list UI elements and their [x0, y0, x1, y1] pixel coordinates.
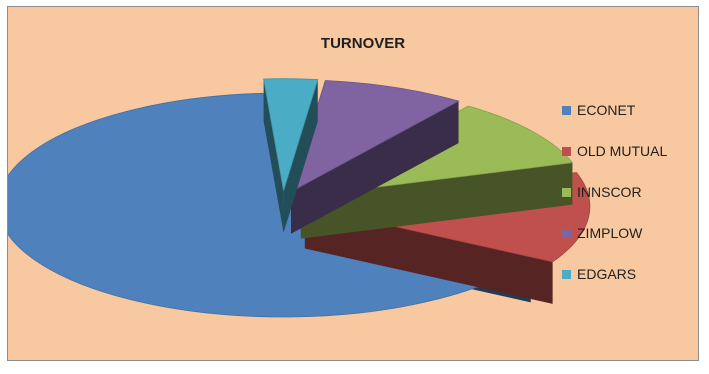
legend-label: EDGARS — [577, 266, 637, 282]
pie-slice-edge-zimplow-0 — [291, 101, 459, 234]
legend-label: INNSCOR — [577, 184, 642, 200]
pie-slice-edge-edgars-0 — [283, 79, 318, 233]
legend-label: ECONET — [577, 102, 636, 118]
pie-slice-top-zimplow — [290, 80, 460, 193]
legend-swatch — [562, 269, 571, 279]
legend-item-innscor: INNSCOR — [562, 182, 698, 202]
legend-item-old-mutual: OLD MUTUAL — [562, 141, 698, 161]
pie-slice-edgars — [263, 78, 319, 233]
legend-item-edgars: EDGARS — [562, 264, 698, 284]
pie-slice-edge-innscor-0 — [300, 162, 573, 239]
legend-item-zimplow: ZIMPLOW — [562, 223, 698, 243]
pie-slice-edge-edgars-1 — [263, 78, 284, 233]
chart-title: TURNOVER — [320, 35, 406, 52]
pie-chart — [8, 7, 698, 360]
chart-frame: TURNOVER ECONET OLD MUTUAL INNSCOR ZIMPL… — [7, 6, 699, 361]
pie-slice-top-edgars — [263, 78, 319, 191]
legend: ECONET OLD MUTUAL INNSCOR ZIMPLOW EDGARS — [562, 100, 698, 305]
legend-swatch — [562, 187, 571, 197]
legend-item-econet: ECONET — [562, 100, 698, 120]
legend-swatch — [562, 105, 571, 115]
legend-swatch — [562, 146, 571, 156]
legend-label: OLD MUTUAL — [577, 143, 668, 159]
legend-label: ZIMPLOW — [577, 225, 643, 241]
legend-swatch — [562, 228, 571, 238]
